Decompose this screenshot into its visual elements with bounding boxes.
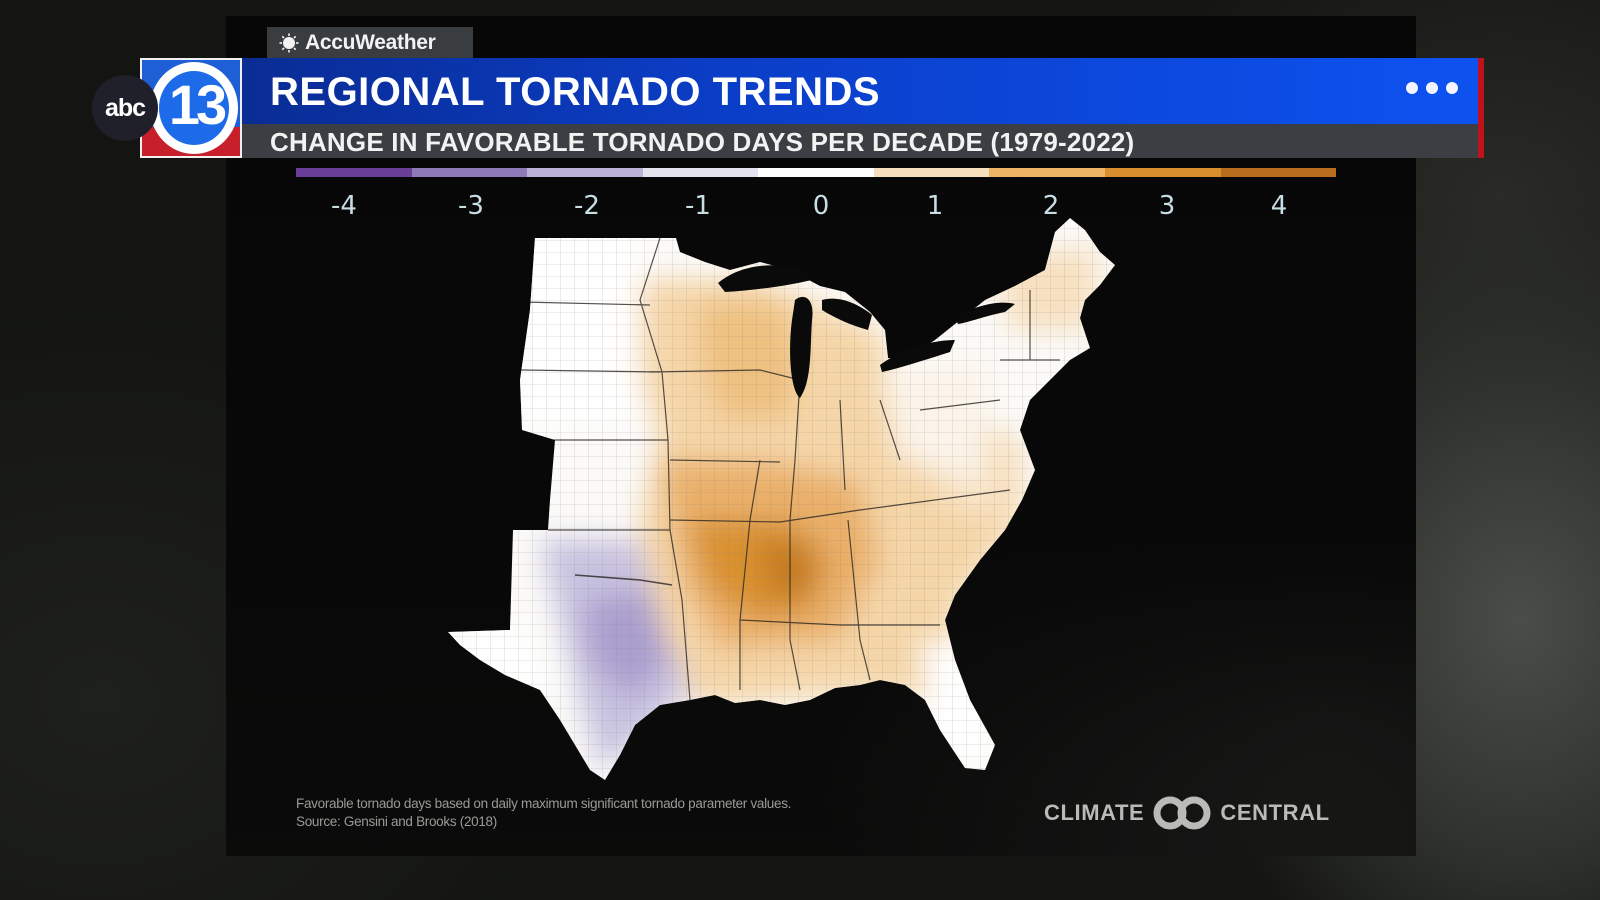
brand-left: CLIMATE: [1044, 800, 1145, 825]
source-text: Source: Gensini and Brooks (2018): [296, 814, 497, 829]
footnote-text: Favorable tornado days based on daily ma…: [296, 796, 792, 811]
legend-tick: -3: [458, 191, 484, 221]
page-subtitle: CHANGE IN FAVORABLE TORNADO DAYS PER DEC…: [270, 127, 1135, 157]
ellipsis-icon: [1406, 82, 1458, 94]
legend-tick: 3: [1158, 191, 1176, 221]
sponsor-label: AccuWeather: [305, 31, 436, 54]
page-title: REGIONAL TORNADO TRENDS: [270, 70, 881, 114]
legend-tick: -2: [574, 191, 600, 221]
title-bar: REGIONAL TORNADO TRENDS: [242, 58, 1478, 124]
legend-color-bar: [296, 168, 1337, 177]
color-legend: -4 -3 -2 -1 0 1 2 3 4: [296, 168, 1337, 221]
legend-tick: 1: [926, 191, 944, 221]
legend-ticks: -4 -3 -2 -1 0 1 2 3 4: [296, 177, 1336, 221]
sun-icon: [279, 33, 299, 53]
accent-stripe: [1478, 58, 1484, 158]
brand-right: CENTRAL: [1220, 800, 1330, 825]
tornado-trend-map: [448, 218, 1115, 780]
legend-tick: -4: [331, 191, 357, 221]
map-footnote: Favorable tornado days based on daily ma…: [296, 795, 791, 831]
network-logo: abc: [92, 75, 158, 141]
station-number: 13: [168, 73, 227, 136]
climate-central-mark-icon: [1153, 796, 1211, 830]
legend-tick: -1: [685, 191, 711, 221]
climate-central-logo: CLIMATE CENTRAL: [1044, 796, 1330, 830]
legend-tick: 4: [1270, 191, 1288, 221]
accuweather-tab: AccuWeather: [267, 27, 473, 59]
legend-tick: 2: [1042, 191, 1060, 221]
subtitle-bar: CHANGE IN FAVORABLE TORNADO DAYS PER DEC…: [242, 124, 1478, 158]
network-logo-text: abc: [104, 93, 146, 122]
legend-tick: 0: [812, 191, 830, 221]
